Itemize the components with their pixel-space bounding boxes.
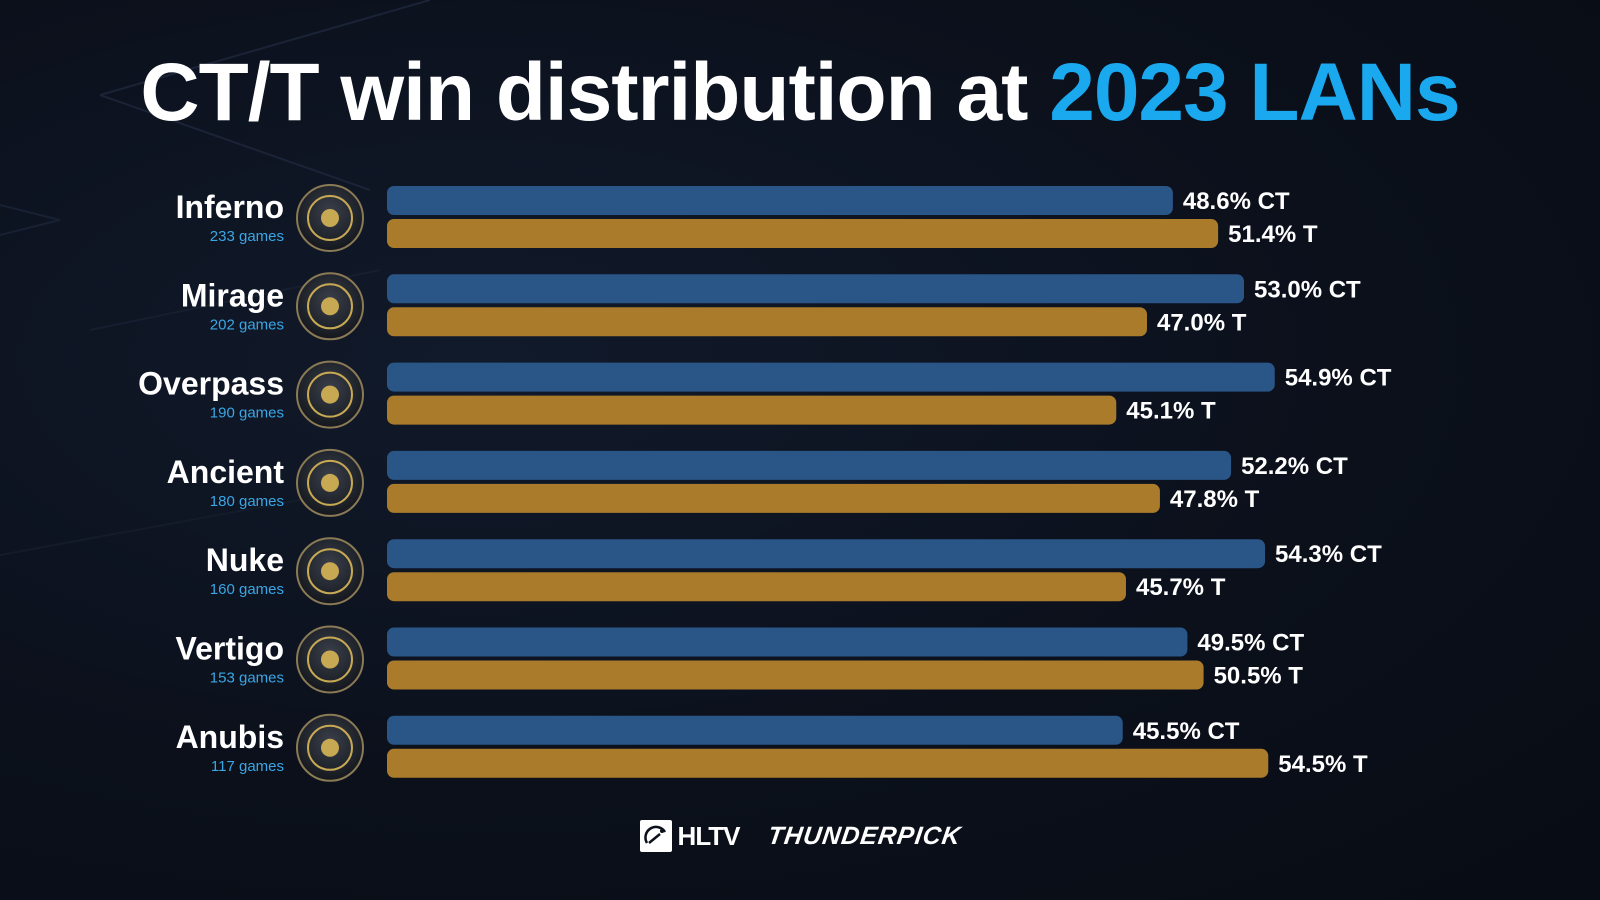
bar-ct xyxy=(387,539,1266,569)
bar-value-label: 45.5% CT xyxy=(1133,718,1240,745)
bar-ct xyxy=(387,274,1245,304)
bar-value-label: 47.0% T xyxy=(1157,309,1247,336)
map-row-nuke: Nuke 160 games 54.3% CT 45.7% T xyxy=(206,537,1382,606)
games-count-label: 117 games xyxy=(211,758,284,775)
games-count-label: 160 games xyxy=(210,581,284,598)
hltv-text: HLTV xyxy=(677,820,741,851)
map-row-vertigo: Vertigo 153 games 49.5% CT 50.5% T xyxy=(176,625,1304,694)
bar-chart: Inferno 233 games 48.6% CT 51.4% T Mirage 202… xyxy=(138,184,1392,782)
bar-value-label: 54.5% T xyxy=(1278,751,1368,778)
games-count-label: 233 games xyxy=(210,228,284,245)
bar-t xyxy=(387,660,1204,690)
bar-value-label: 50.5% T xyxy=(1214,663,1304,690)
bar-t xyxy=(387,572,1126,602)
bar-ct xyxy=(387,362,1275,392)
overpass-icon xyxy=(296,360,364,429)
map-name-label: Mirage xyxy=(181,277,284,313)
map-name-label: Nuke xyxy=(206,542,284,578)
bar-value-label: 47.8% T xyxy=(1170,486,1260,513)
games-count-label: 202 games xyxy=(210,316,284,333)
map-name-label: Inferno xyxy=(176,189,284,225)
map-row-anubis: Anubis 117 games 45.5% CT 54.5% T xyxy=(176,713,1368,782)
bar-value-label: 45.1% T xyxy=(1126,398,1216,425)
bar-t xyxy=(387,395,1117,425)
footer-logos: HLTV THUNDERPICK xyxy=(0,820,1600,852)
bar-ct xyxy=(387,450,1232,480)
bar-ct xyxy=(387,627,1188,657)
map-row-inferno: Inferno 233 games 48.6% CT 51.4% T xyxy=(176,184,1318,252)
bar-value-label: 53.0% CT xyxy=(1254,276,1361,303)
title-highlight: 2023 LANs xyxy=(1049,47,1460,138)
map-name-label: Anubis xyxy=(176,719,284,755)
bar-value-label: 54.9% CT xyxy=(1285,365,1392,392)
bar-value-label: 45.7% T xyxy=(1136,574,1226,601)
map-row-mirage: Mirage 202 games 53.0% CT 47.0% T xyxy=(181,272,1361,341)
bar-value-label: 51.4% T xyxy=(1228,221,1318,248)
map-name-label: Ancient xyxy=(167,454,285,490)
anubis-icon xyxy=(296,713,364,782)
ancient-icon xyxy=(296,448,364,517)
games-count-label: 180 games xyxy=(210,493,284,510)
bar-t xyxy=(387,748,1269,778)
hltv-icon xyxy=(639,820,672,852)
map-row-overpass: Overpass 190 games 54.9% CT 45.1% T xyxy=(138,360,1392,429)
inferno-icon xyxy=(296,184,364,252)
games-count-label: 153 games xyxy=(210,670,284,687)
chart-title: CT/T win distribution at 2023 LANs xyxy=(0,52,1600,134)
mirage-icon xyxy=(296,272,364,341)
vertigo-icon xyxy=(296,625,364,694)
bar-t xyxy=(387,307,1147,337)
bar-t xyxy=(387,483,1160,513)
map-name-label: Vertigo xyxy=(176,631,284,667)
map-row-ancient: Ancient 180 games 52.2% CT 47.8% T xyxy=(167,448,1348,517)
nuke-icon xyxy=(296,537,364,606)
hltv-logo: HLTV xyxy=(639,820,741,852)
title-main: CT/T win distribution at xyxy=(140,47,1050,138)
bar-value-label: 54.3% CT xyxy=(1275,541,1382,568)
bar-t xyxy=(387,219,1219,248)
games-count-label: 190 games xyxy=(210,405,284,422)
bar-ct xyxy=(387,715,1123,745)
thunderpick-logo: THUNDERPICK xyxy=(765,821,963,850)
bar-ct xyxy=(387,186,1173,215)
map-name-label: Overpass xyxy=(138,366,284,402)
bar-value-label: 49.5% CT xyxy=(1197,630,1304,657)
bar-value-label: 52.2% CT xyxy=(1241,453,1348,480)
bar-value-label: 48.6% CT xyxy=(1183,188,1290,215)
